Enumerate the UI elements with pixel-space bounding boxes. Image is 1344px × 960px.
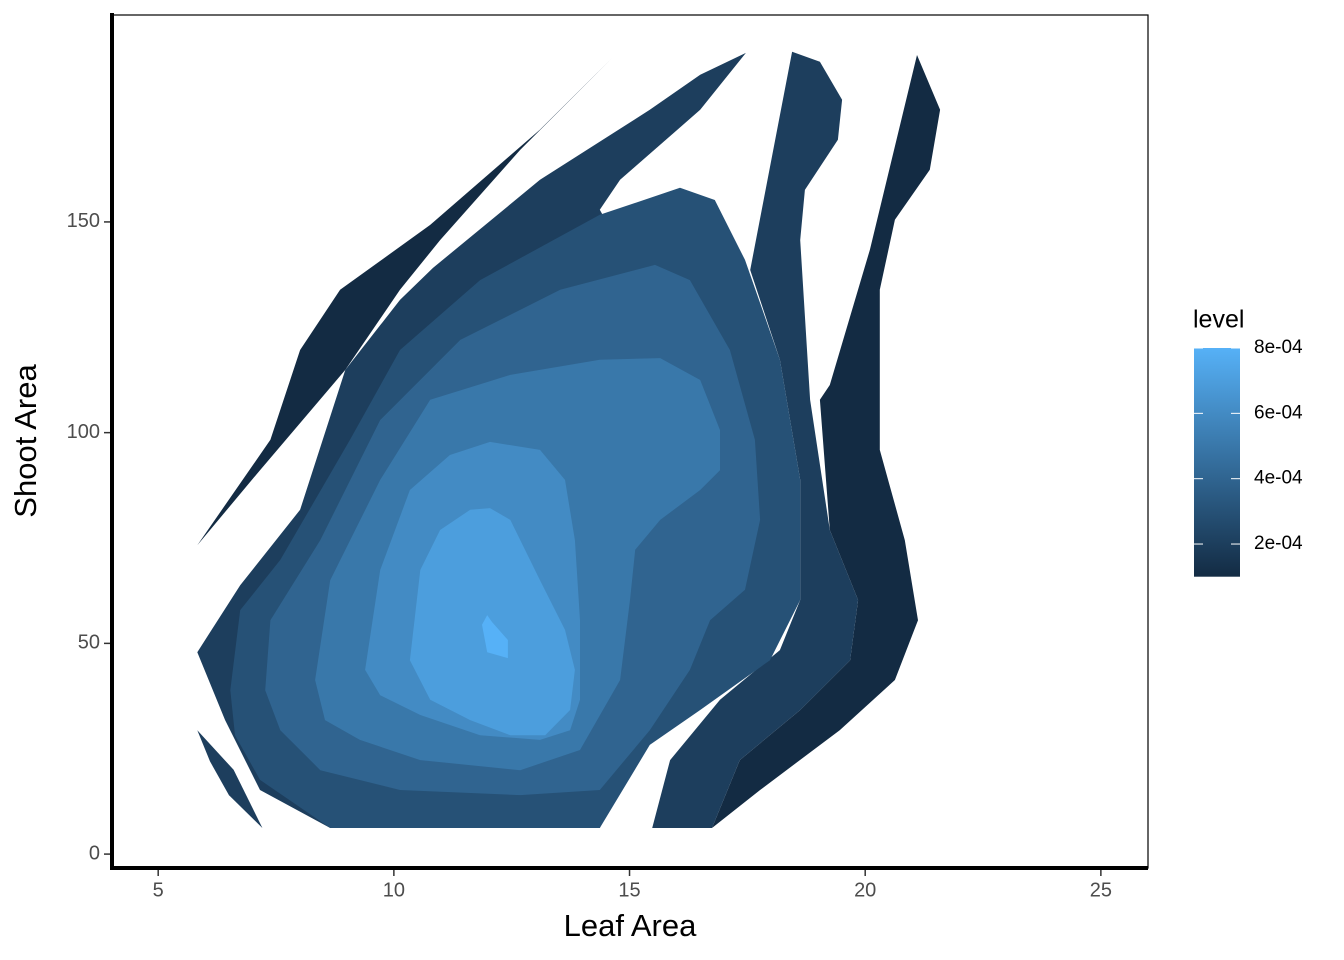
x-tick-label: 25 (1090, 879, 1112, 901)
x-tick-label: 5 (153, 879, 164, 901)
contour-band (652, 51, 859, 828)
y-tick-label: 50 (78, 632, 100, 654)
contour-band (482, 615, 508, 659)
y-tick-label: 0 (89, 842, 100, 864)
legend-tick-label: 6e-04 (1254, 402, 1303, 423)
legend-tick-label: 2e-04 (1254, 533, 1303, 554)
legend-tick-label: 4e-04 (1254, 468, 1303, 489)
legend-colorbar (1194, 348, 1240, 577)
contour-band (409, 508, 575, 736)
plot-area (197, 51, 941, 829)
legend-tick-label: 8e-04 (1254, 337, 1303, 358)
y-tick-label: 100 (67, 421, 100, 443)
x-tick-label: 10 (383, 879, 405, 901)
legend-title: level (1193, 306, 1244, 334)
x-tick-label: 15 (618, 879, 640, 901)
x-axis-title: Leaf Area (564, 908, 697, 943)
x-tick-label: 20 (854, 879, 876, 901)
y-axis-title: Shoot Area (8, 364, 43, 518)
contour-band (197, 730, 263, 828)
contour-band (712, 55, 941, 828)
y-tick-label: 150 (67, 210, 100, 232)
